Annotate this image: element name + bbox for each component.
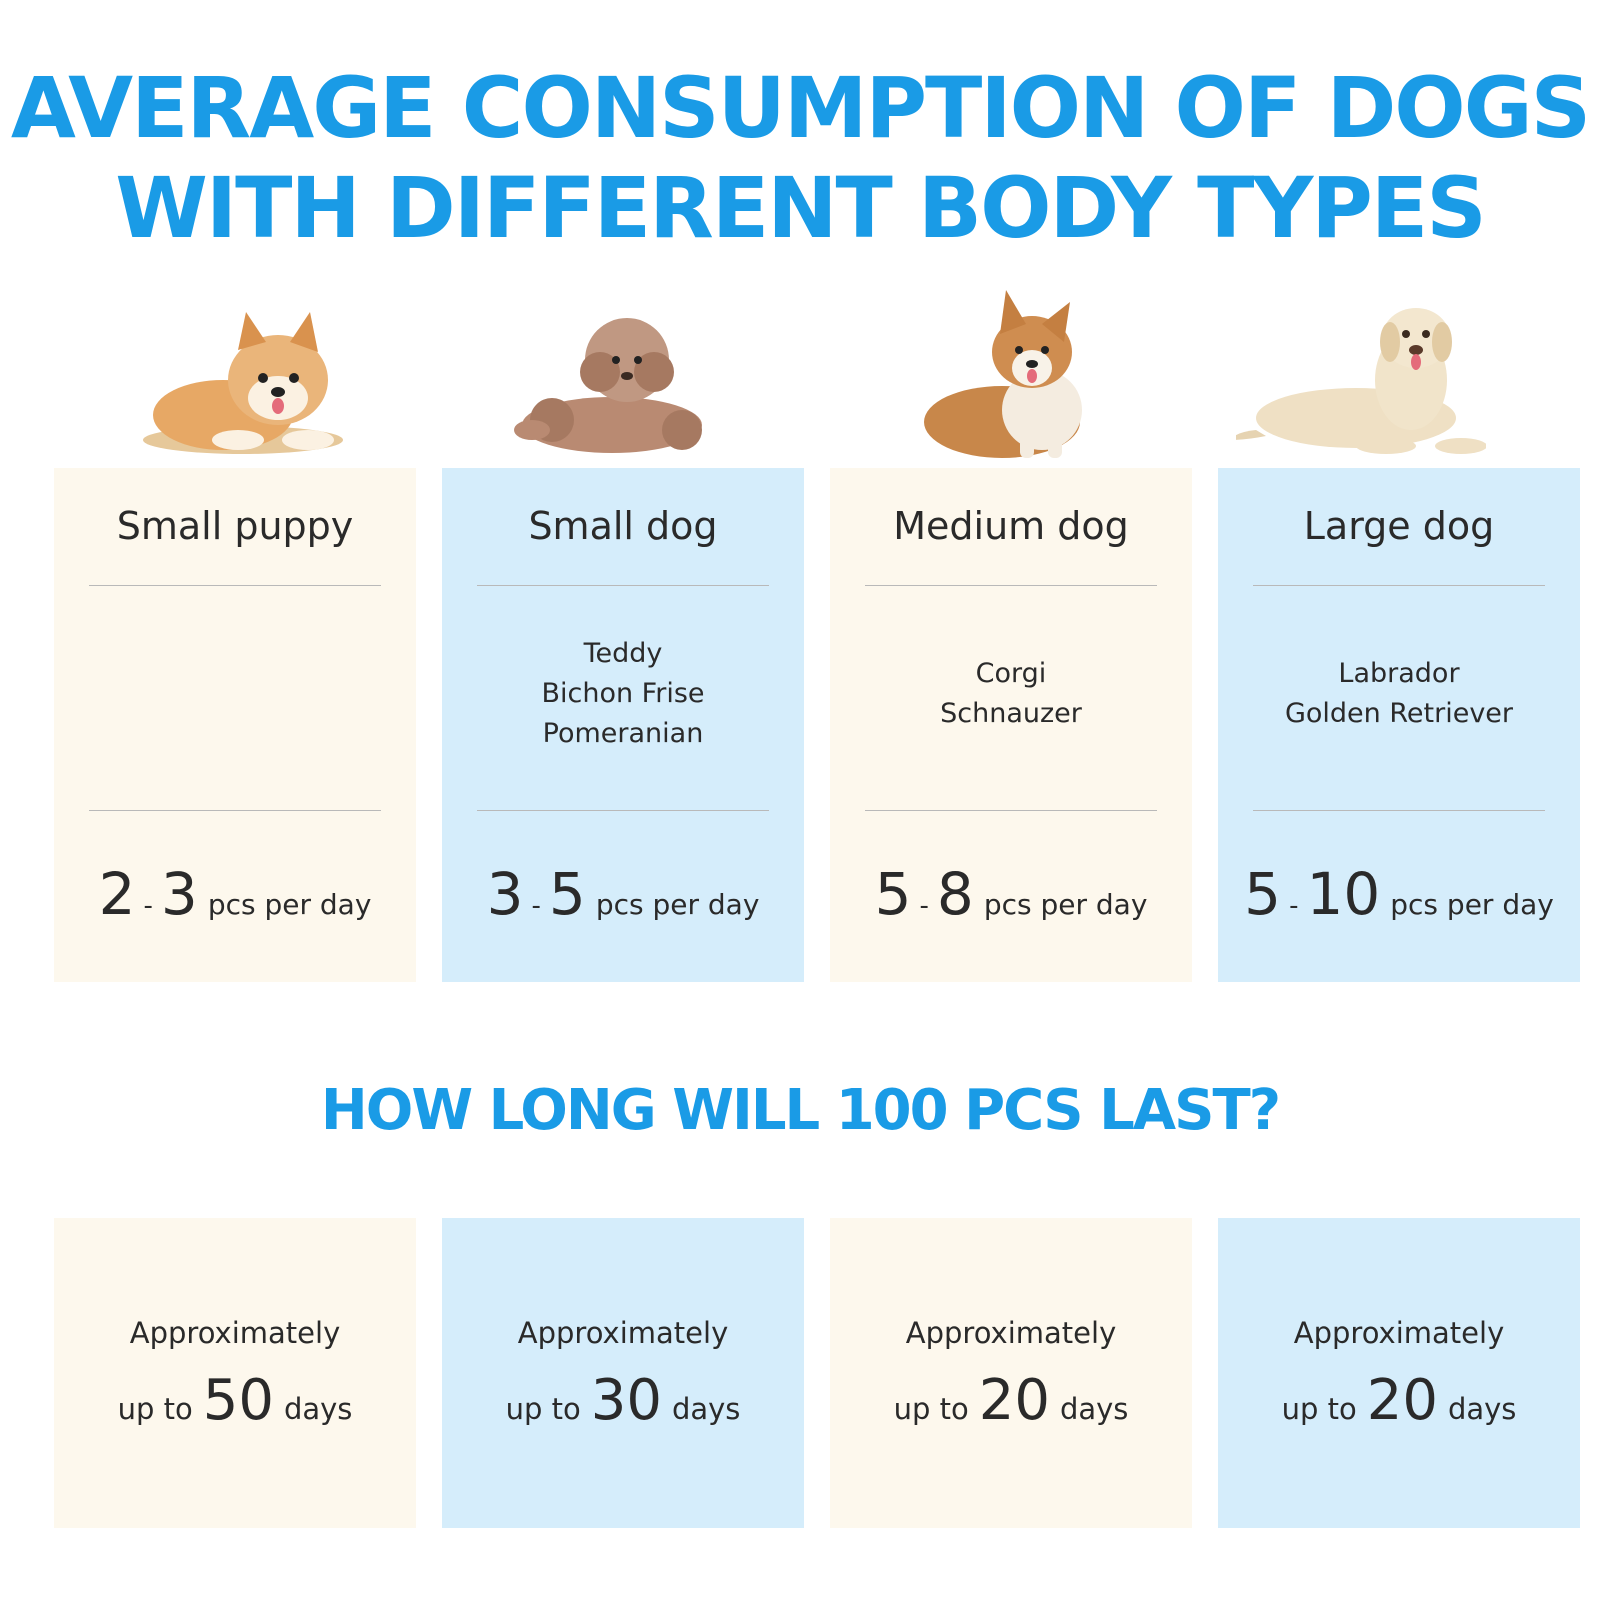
card-large-dog: Large dog Labrador Golden Retriever 5 - … <box>1218 468 1580 982</box>
breed-name: Bichon Frise <box>541 678 705 709</box>
rate-min: 2 <box>98 860 136 928</box>
duration-line: up to 20 days <box>1218 1368 1580 1433</box>
duration-card: Approximately up to 50 days <box>54 1218 416 1528</box>
breed-list: Corgi Schnauzer <box>830 654 1192 734</box>
divider <box>89 810 381 811</box>
prefix-label: up to <box>1281 1392 1357 1426</box>
rate-min: 5 <box>1244 860 1282 928</box>
duration-card: Approximately up to 20 days <box>1218 1218 1580 1528</box>
divider <box>865 585 1157 586</box>
rate-unit: pcs per day <box>983 888 1148 921</box>
category-label: Small dog <box>528 504 718 548</box>
breed-name: Golden Retriever <box>1284 698 1514 729</box>
page-title: AVERAGE CONSUMPTION OF DOGS WITH DIFFERE… <box>0 58 1600 258</box>
duration-line: up to 30 days <box>442 1368 804 1433</box>
divider <box>1253 810 1545 811</box>
suffix-label: days <box>671 1392 741 1426</box>
approx-label: Approximately <box>1293 1316 1505 1350</box>
duration-line: up to 20 days <box>830 1368 1192 1433</box>
rate-dash: - <box>531 891 541 921</box>
prefix-label: up to <box>117 1392 193 1426</box>
corgi-icon <box>902 290 1152 462</box>
approx-label: Approximately <box>517 1316 729 1350</box>
days-value: 20 <box>1366 1368 1438 1433</box>
breed-list: Teddy Bichon Frise Pomeranian <box>442 634 804 754</box>
rate-unit: pcs per day <box>207 888 372 921</box>
breed-name: Schnauzer <box>940 698 1082 729</box>
divider <box>477 585 769 586</box>
breed-name: Labrador <box>1338 658 1460 689</box>
approx-label: Approximately <box>905 1316 1117 1350</box>
card-medium-dog: Medium dog Corgi Schnauzer 5 - 8 pcs per… <box>830 468 1192 982</box>
title-line-1: AVERAGE CONSUMPTION OF DOGS <box>10 59 1591 157</box>
rate-max: 8 <box>936 860 974 928</box>
consumption-rate: 2 - 3 pcs per day <box>54 860 416 928</box>
suffix-label: days <box>1447 1392 1517 1426</box>
breed-list: Labrador Golden Retriever <box>1218 654 1580 734</box>
rate-max: 5 <box>548 860 586 928</box>
days-value: 20 <box>978 1368 1050 1433</box>
category-label: Medium dog <box>893 504 1129 548</box>
card-small-puppy: Small puppy 2 - 3 pcs per day <box>54 468 416 982</box>
prefix-label: up to <box>893 1392 969 1426</box>
rate-max: 10 <box>1306 860 1381 928</box>
title-line-2: WITH DIFFERENT BODY TYPES <box>115 159 1486 257</box>
consumption-rate: 3 - 5 pcs per day <box>442 860 804 928</box>
labrador-icon <box>1236 290 1486 462</box>
rate-dash: - <box>143 891 153 921</box>
suffix-label: days <box>283 1392 353 1426</box>
divider <box>1253 585 1545 586</box>
divider <box>89 585 381 586</box>
prefix-label: up to <box>505 1392 581 1426</box>
poodle-icon <box>492 290 742 462</box>
rate-min: 3 <box>486 860 524 928</box>
suffix-label: days <box>1059 1392 1129 1426</box>
rate-unit: pcs per day <box>595 888 760 921</box>
duration-card: Approximately up to 20 days <box>830 1218 1192 1528</box>
rate-min: 5 <box>874 860 912 928</box>
approx-label: Approximately <box>129 1316 341 1350</box>
shiba-puppy-icon <box>118 290 368 462</box>
consumption-rate: 5 - 10 pcs per day <box>1218 860 1580 928</box>
card-small-dog: Small dog Teddy Bichon Frise Pomeranian … <box>442 468 804 982</box>
duration-line: up to 50 days <box>54 1368 416 1433</box>
rate-dash: - <box>919 891 929 921</box>
divider <box>865 810 1157 811</box>
consumption-rate: 5 - 8 pcs per day <box>830 860 1192 928</box>
breed-name: Corgi <box>975 658 1047 689</box>
category-label: Small puppy <box>116 504 354 548</box>
rate-max: 3 <box>160 860 198 928</box>
rate-unit: pcs per day <box>1390 888 1554 921</box>
divider <box>477 810 769 811</box>
rate-dash: - <box>1289 891 1299 921</box>
breed-name: Teddy <box>583 638 663 669</box>
days-value: 30 <box>590 1368 662 1433</box>
category-label: Large dog <box>1303 504 1495 548</box>
duration-card: Approximately up to 30 days <box>442 1218 804 1528</box>
section-title: HOW LONG WILL 100 PCS LAST? <box>320 1078 1281 1143</box>
days-value: 50 <box>202 1368 274 1433</box>
breed-name: Pomeranian <box>542 718 704 749</box>
